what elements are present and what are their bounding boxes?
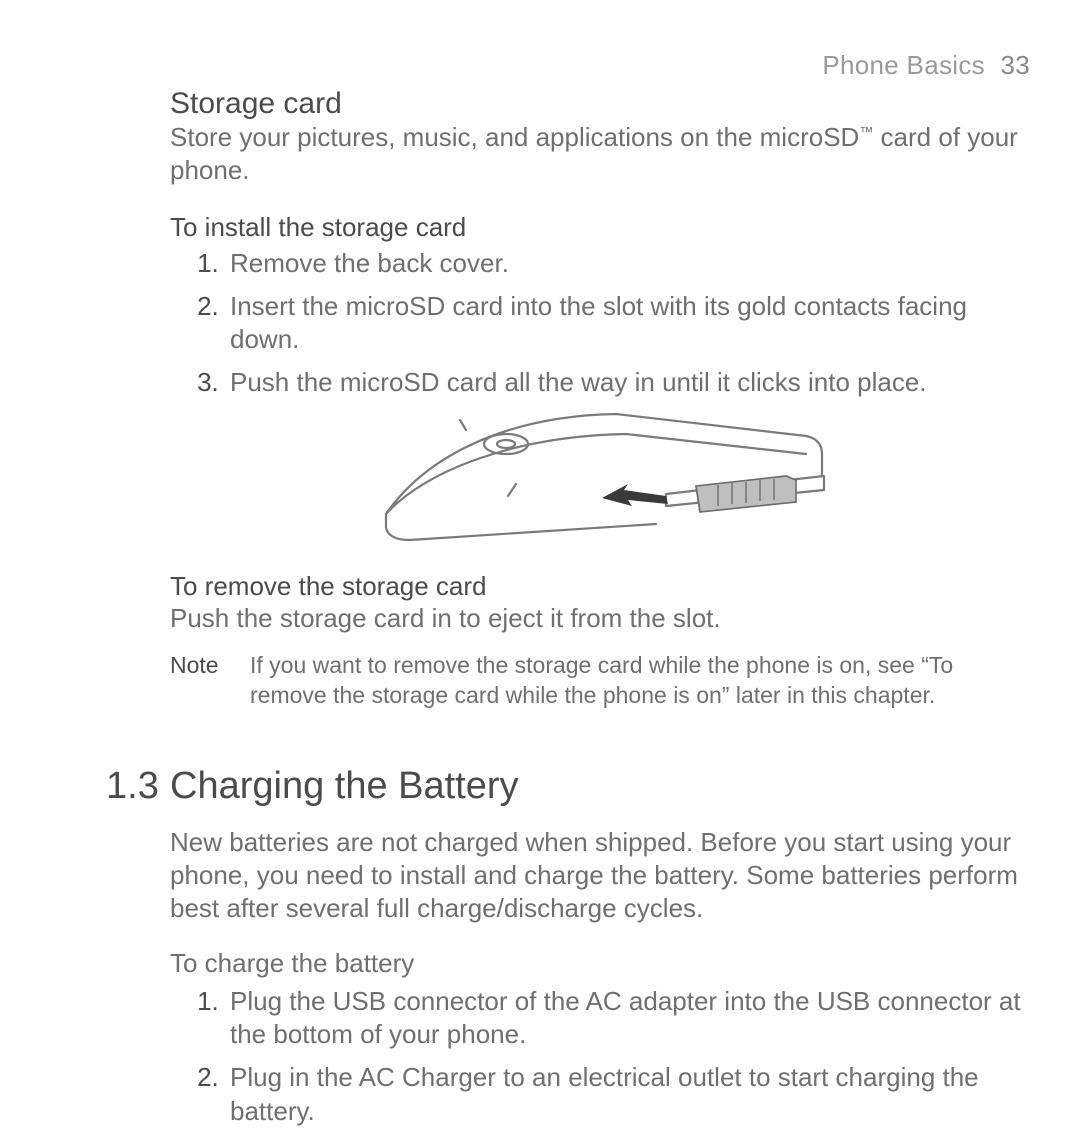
note-text: If you want to remove the storage card w… [250, 651, 1032, 711]
note-block: Note If you want to remove the storage c… [170, 651, 1032, 711]
sd-card-illustration [170, 406, 1032, 561]
section-number: 1.3 [60, 765, 170, 808]
list-item: Insert the microSD card into the slot wi… [226, 290, 1032, 357]
section-name: Phone Basics [822, 50, 985, 80]
install-steps-list: Remove the back cover. Insert the microS… [170, 247, 1032, 400]
charge-subhead: To charge the battery [170, 947, 1032, 980]
list-item: Plug the USB connector of the AC adapter… [226, 985, 1032, 1052]
list-item: Push the microSD card all the way in unt… [226, 366, 1032, 399]
storage-card-intro: Store your pictures, music, and applicat… [170, 121, 1032, 188]
charging-heading-row: 1.3 Charging the Battery [60, 765, 1040, 808]
note-label: Note [170, 651, 250, 711]
running-header: Phone Basics 33 [60, 50, 1030, 81]
intro-pre: Store your pictures, music, and applicat… [170, 122, 859, 152]
page-number: 33 [1000, 50, 1030, 80]
list-item: Plug in the AC Charger to an electrical … [226, 1061, 1032, 1128]
manual-page: Phone Basics 33 Storage card Store your … [0, 0, 1080, 1080]
remove-heading: To remove the storage card [170, 571, 1032, 602]
install-heading: To install the storage card [170, 212, 1032, 243]
section-title: Charging the Battery [170, 765, 519, 808]
charge-steps-list: Plug the USB connector of the AC adapter… [170, 985, 1032, 1128]
sd-insert-diagram-icon [366, 406, 836, 556]
trademark-symbol: ™ [859, 123, 873, 139]
charging-intro: New batteries are not charged when shipp… [170, 826, 1032, 926]
remove-body: Push the storage card in to eject it fro… [170, 602, 1032, 635]
list-item: Remove the back cover. [226, 247, 1032, 280]
storage-card-heading: Storage card [170, 87, 1032, 121]
